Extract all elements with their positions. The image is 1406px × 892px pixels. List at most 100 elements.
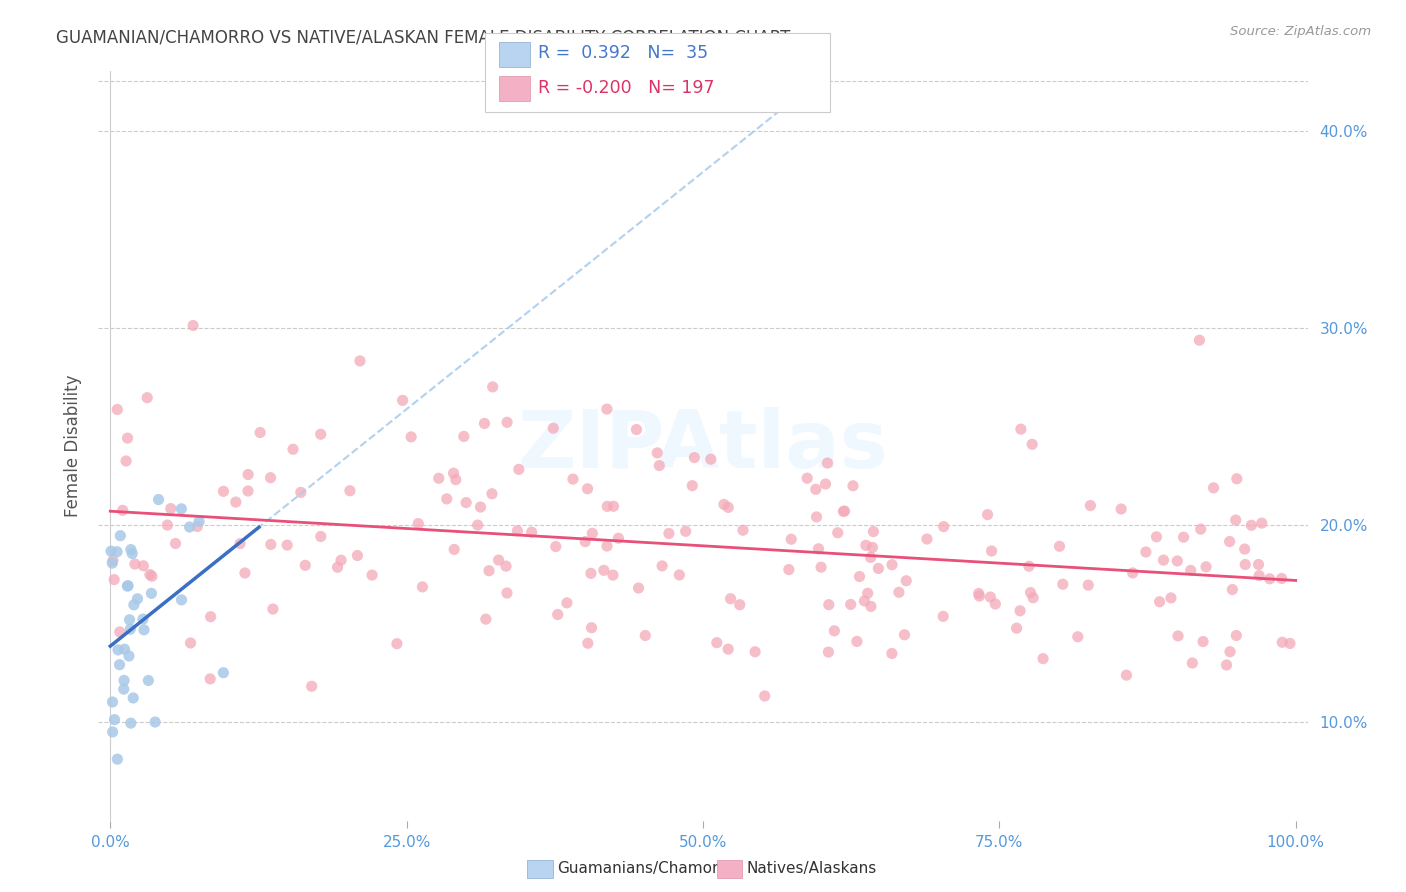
Point <box>1149 595 1171 609</box>
Point <box>1180 564 1202 578</box>
Point <box>301 679 323 693</box>
Point <box>180 636 202 650</box>
Point <box>880 647 903 661</box>
Point <box>932 519 955 533</box>
Point <box>856 586 879 600</box>
Point <box>141 586 163 600</box>
Point <box>1115 668 1137 682</box>
Point <box>132 558 155 573</box>
Point <box>896 574 918 588</box>
Point <box>124 557 146 571</box>
Point <box>349 354 371 368</box>
Point <box>1188 333 1211 347</box>
Point <box>967 586 990 600</box>
Point <box>1167 629 1189 643</box>
Point <box>436 491 458 506</box>
Point <box>186 519 208 533</box>
Point <box>453 429 475 443</box>
Point <box>713 498 735 512</box>
Point <box>634 628 657 642</box>
Point <box>778 563 800 577</box>
Point <box>107 643 129 657</box>
Point <box>117 579 139 593</box>
Point <box>1202 481 1225 495</box>
Point <box>848 569 870 583</box>
Point <box>309 427 332 442</box>
Point <box>212 665 235 680</box>
Point <box>120 542 142 557</box>
Point <box>1219 534 1241 549</box>
Point <box>101 695 124 709</box>
Point <box>229 536 252 550</box>
Point <box>406 516 429 531</box>
Point <box>1195 559 1218 574</box>
Point <box>980 544 1002 558</box>
Point <box>1219 645 1241 659</box>
Point <box>249 425 271 440</box>
Point <box>1022 591 1045 605</box>
Point <box>596 402 619 417</box>
Point <box>806 510 828 524</box>
Point <box>103 573 125 587</box>
Point <box>111 503 134 517</box>
Point <box>1192 634 1215 648</box>
Point <box>754 689 776 703</box>
Point <box>817 456 839 470</box>
Point <box>1018 559 1040 574</box>
Point <box>1005 621 1028 635</box>
Point <box>814 477 837 491</box>
Point <box>1080 499 1102 513</box>
Point <box>108 657 131 672</box>
Point <box>834 504 856 518</box>
Point <box>326 560 349 574</box>
Point <box>626 423 648 437</box>
Point <box>156 518 179 533</box>
Point <box>555 596 578 610</box>
Point <box>817 598 839 612</box>
Point <box>731 523 754 537</box>
Point <box>105 402 128 417</box>
Point <box>893 628 915 642</box>
Point <box>887 585 910 599</box>
Point <box>717 642 740 657</box>
Point <box>648 458 671 473</box>
Point <box>1021 437 1043 451</box>
Point <box>467 518 489 533</box>
Point <box>1226 472 1249 486</box>
Point <box>399 430 422 444</box>
Point <box>681 478 703 492</box>
Point <box>236 483 259 498</box>
Point <box>862 541 884 555</box>
Point <box>1247 558 1270 572</box>
Point <box>543 421 565 435</box>
Point <box>181 318 204 333</box>
Point <box>717 500 740 515</box>
Point <box>115 454 138 468</box>
Point <box>853 594 876 608</box>
Point <box>105 545 128 559</box>
Text: R =  0.392   N=  35: R = 0.392 N= 35 <box>538 44 709 62</box>
Point <box>574 534 596 549</box>
Point <box>581 526 603 541</box>
Point <box>675 524 697 539</box>
Point <box>581 621 603 635</box>
Point <box>862 524 884 539</box>
Point <box>281 442 304 457</box>
Point <box>508 462 530 476</box>
Point <box>1233 542 1256 557</box>
Point <box>259 471 281 485</box>
Point <box>488 553 510 567</box>
Point <box>179 520 201 534</box>
Point <box>112 673 135 688</box>
Point <box>1153 553 1175 567</box>
Point <box>236 467 259 482</box>
Point <box>969 589 991 603</box>
Point <box>101 553 124 567</box>
Point <box>103 713 125 727</box>
Point <box>700 452 723 467</box>
Point <box>845 634 868 648</box>
Point <box>1189 522 1212 536</box>
Point <box>683 450 706 465</box>
Text: R = -0.200   N= 197: R = -0.200 N= 197 <box>538 79 716 97</box>
Point <box>651 558 673 573</box>
